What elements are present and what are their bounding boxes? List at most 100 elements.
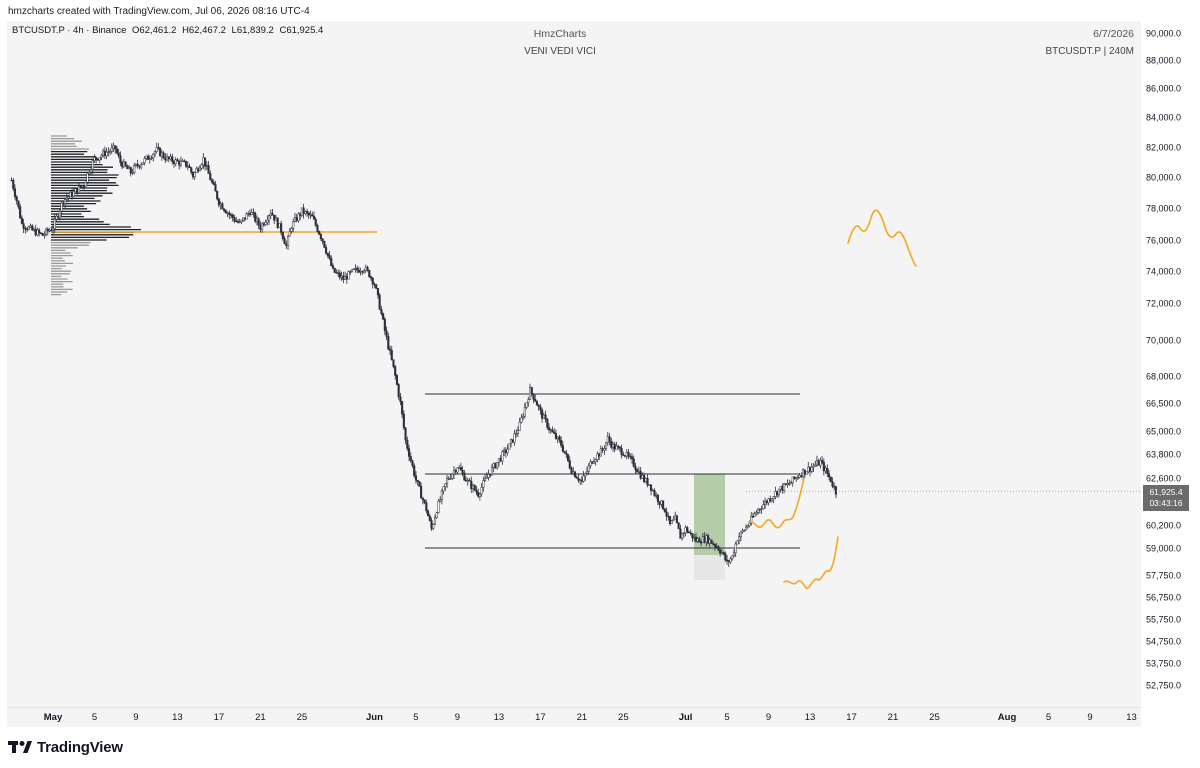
candle-body <box>240 219 243 223</box>
candle-body <box>774 491 777 497</box>
candle-body <box>802 469 805 477</box>
time-tick-label: 9 <box>133 712 138 723</box>
candle-body <box>655 495 658 497</box>
candle-body <box>271 212 274 216</box>
candle-body <box>399 396 402 402</box>
candle-body <box>610 441 613 448</box>
candle-body <box>603 448 606 451</box>
candle-body <box>224 210 227 214</box>
candle-body <box>587 465 590 472</box>
candle-body <box>546 418 549 428</box>
candle-body <box>350 269 354 272</box>
candle-body <box>565 452 568 455</box>
candle-body <box>660 500 663 505</box>
candle-body <box>470 480 473 489</box>
candle-body <box>323 240 326 248</box>
candle-body <box>824 467 827 472</box>
candle-body <box>516 430 519 434</box>
price-tick-label: 68,000.0 <box>1146 372 1181 382</box>
candle-body <box>496 462 499 469</box>
candle-body <box>708 539 711 544</box>
projection-drawing-2[interactable] <box>748 477 805 529</box>
candle-body <box>69 191 72 197</box>
time-tick-label: 17 <box>846 712 857 723</box>
candle-body <box>748 522 751 527</box>
candle-body <box>788 483 791 485</box>
time-tick-label: 25 <box>297 712 308 723</box>
candle-body <box>734 543 737 554</box>
candle-body <box>501 451 504 462</box>
candle-body <box>658 501 661 505</box>
projection-drawing-1[interactable] <box>847 209 917 267</box>
candle-body <box>43 234 46 236</box>
candle-body <box>76 188 79 194</box>
time-tick-label: 21 <box>888 712 899 723</box>
candle-body <box>96 158 99 161</box>
candle-body <box>468 479 471 482</box>
candle-body <box>611 443 615 448</box>
candle-body <box>278 223 281 228</box>
candle-body <box>65 197 68 200</box>
candle-body <box>108 151 112 153</box>
candle-body <box>770 498 774 502</box>
candle-body <box>307 212 310 216</box>
candle-body <box>762 504 765 510</box>
candle-body <box>344 275 347 280</box>
candle-body <box>300 207 303 216</box>
candle-body <box>134 163 138 166</box>
candle-body <box>522 415 525 418</box>
candle-body <box>281 232 284 239</box>
candle-body <box>829 476 832 482</box>
candle-body <box>83 185 86 188</box>
candle-body <box>525 402 528 408</box>
candle-body <box>79 185 82 188</box>
candle-body <box>414 475 417 481</box>
candle-body <box>160 152 163 157</box>
candle-body <box>74 188 77 192</box>
candle-body <box>376 288 379 296</box>
candle-body <box>121 162 124 168</box>
price-tick-label: 76,000.0 <box>1146 236 1181 246</box>
tradingview-logo[interactable]: TradingView <box>8 737 123 757</box>
candle-body <box>19 206 22 219</box>
legend-symbol[interactable]: BTCUSDT.P · 4h · Binance <box>12 25 127 36</box>
price-tick-label: 72,000.0 <box>1146 299 1181 309</box>
last-price-tag: 61,925.4 03:43:16 <box>1143 485 1189 511</box>
time-tick-label: May <box>44 712 63 723</box>
candle-body <box>388 348 392 351</box>
candle-body <box>233 217 236 222</box>
candle-body <box>242 217 245 221</box>
candle-body <box>494 463 497 469</box>
candle-body <box>20 217 23 224</box>
long-position-stop-box[interactable] <box>694 555 725 580</box>
candle-body <box>309 214 312 216</box>
candle-body <box>371 277 374 285</box>
plot-area[interactable] <box>7 21 1141 707</box>
candle-body <box>290 228 293 232</box>
candle-body <box>435 512 438 518</box>
candle-body <box>758 508 761 511</box>
candle-body <box>696 538 699 542</box>
price-axis[interactable] <box>1141 21 1200 727</box>
candle-body <box>243 217 246 220</box>
candle-body <box>29 225 32 228</box>
candle-body <box>288 231 291 237</box>
candle-body <box>822 461 825 472</box>
price-tick-label: 78,000.0 <box>1146 204 1181 214</box>
candle-body <box>145 155 148 159</box>
candle-body <box>675 515 678 523</box>
projection-drawing-3[interactable] <box>783 536 839 590</box>
candle-body <box>356 267 359 271</box>
candle-body <box>703 536 706 543</box>
candle-body <box>155 146 158 152</box>
candle-body <box>60 202 63 212</box>
candle-body <box>741 530 744 533</box>
price-tick-label: 65,000.0 <box>1146 427 1181 437</box>
candle-body <box>826 467 829 475</box>
time-axis[interactable] <box>7 707 1141 727</box>
candle-body <box>777 488 780 496</box>
candle-body <box>812 465 815 468</box>
candle-body <box>542 414 545 419</box>
candle-body <box>67 196 70 199</box>
candle-body <box>430 520 433 529</box>
